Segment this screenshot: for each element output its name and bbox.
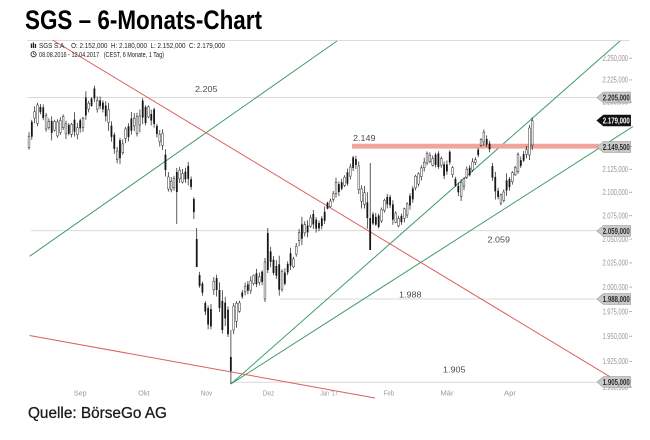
svg-text:Quelle: BörseGo AG: Quelle: BörseGo AG: [28, 405, 167, 422]
svg-text:2.059,000: 2.059,000: [603, 227, 630, 236]
svg-text:1.988,000: 1.988,000: [603, 295, 630, 304]
svg-text:Jan '17: Jan '17: [320, 391, 338, 398]
svg-text:2.250,000: 2.250,000: [603, 54, 629, 63]
svg-text:2.025,000: 2.025,000: [603, 259, 629, 268]
svg-text:Dez: Dez: [263, 391, 275, 398]
svg-text:Nov: Nov: [201, 391, 213, 398]
svg-text:2.100,000: 2.100,000: [603, 188, 629, 197]
svg-text:Okt: Okt: [138, 391, 150, 398]
svg-text:Sep: Sep: [74, 391, 87, 398]
svg-text:2.205,000: 2.205,000: [603, 93, 630, 102]
svg-text:1.975,000: 1.975,000: [603, 307, 629, 316]
svg-text:2.000,000: 2.000,000: [603, 283, 629, 292]
svg-text:SGS S.A. O: 2.152,000 H: 2.: SGS S.A. O: 2.152,000 H: 2.180,000 L: 2.…: [39, 43, 225, 50]
svg-text:2.179,000: 2.179,000: [603, 116, 630, 125]
svg-text:1.925,000: 1.925,000: [603, 357, 629, 366]
svg-text:08.08.2016 - 12.04.2017 (CES: 08.08.2016 - 12.04.2017 (CEST, 6 Monate,…: [39, 52, 164, 59]
svg-text:Mär: Mär: [441, 391, 455, 398]
svg-text:2.205: 2.205: [195, 84, 218, 94]
svg-text:2.075,000: 2.075,000: [603, 211, 629, 220]
svg-text:1.905,000: 1.905,000: [603, 378, 630, 387]
svg-text:2.125,000: 2.125,000: [603, 165, 629, 174]
svg-text:2.225,000: 2.225,000: [603, 76, 629, 85]
svg-text:SGS – 6-Monats-Chart: SGS – 6-Monats-Chart: [25, 5, 262, 35]
svg-text:2.050,000: 2.050,000: [603, 235, 629, 244]
svg-text:Feb: Feb: [384, 391, 394, 398]
svg-text:2.059: 2.059: [488, 234, 511, 244]
svg-text:1.905: 1.905: [443, 365, 466, 375]
svg-text:2.149: 2.149: [353, 133, 376, 143]
svg-text:Apr: Apr: [504, 391, 517, 398]
svg-text:2.149,500: 2.149,500: [603, 143, 630, 152]
svg-text:1.988: 1.988: [399, 290, 422, 300]
svg-text:1.950,000: 1.950,000: [603, 332, 629, 341]
